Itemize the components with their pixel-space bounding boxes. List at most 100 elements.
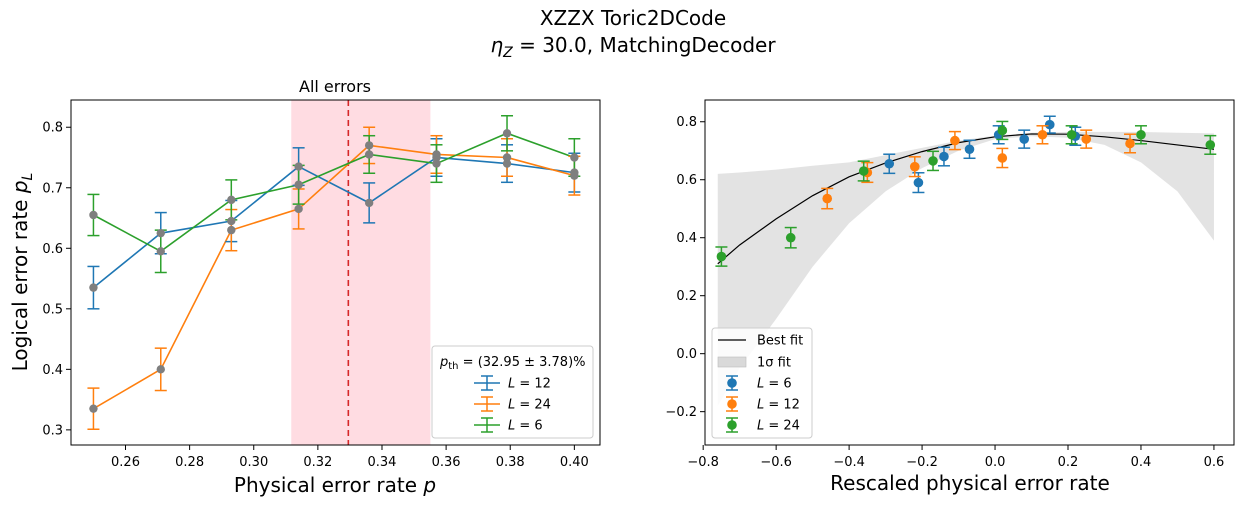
x-tick-label: 0.38 <box>496 455 525 470</box>
data-point <box>502 159 512 168</box>
data-point <box>227 225 236 235</box>
data-point <box>1044 119 1055 130</box>
legend-swatch-band <box>717 356 747 368</box>
data-point <box>364 150 374 159</box>
data-point <box>1125 138 1135 149</box>
y-tick-label: 0.8 <box>42 121 63 136</box>
data-point <box>227 195 236 205</box>
data-point <box>964 144 975 155</box>
y-tick-label: 0.7 <box>42 181 63 196</box>
x-tick-label: 0.34 <box>368 455 397 470</box>
data-point <box>89 404 98 413</box>
threshold-chart-title: All errors <box>299 77 371 96</box>
threshold-band-layer <box>291 100 431 445</box>
legend-label: L = 6 <box>508 419 543 434</box>
data-point <box>294 180 303 189</box>
y-tick-label: 0.5 <box>42 302 63 317</box>
data-point <box>858 166 869 176</box>
threshold-chart-marks <box>87 114 581 431</box>
y-tick-label: 0.4 <box>42 363 63 378</box>
legend-label: L = 12 <box>508 377 551 392</box>
x-tick-label: −0.2 <box>906 455 938 470</box>
data-point <box>1066 129 1077 140</box>
figure-title-line1: XZZX Toric2DCode <box>540 6 726 30</box>
legend-label: L = 24 <box>757 419 800 434</box>
y-tick-label: 0.8 <box>676 115 697 130</box>
data-point <box>432 150 441 159</box>
rescaled-chart-axes: −0.8 −0.6 −0.4 −0.2 0.0 0.2 0.4 0.6 −0.2 0.0 0.2 0.… <box>665 115 1224 470</box>
legend-swatch-point <box>727 378 737 388</box>
threshold-chart-ylabel: Logical error rate pL <box>8 173 36 372</box>
y-tick-label: −0.2 <box>665 405 697 420</box>
fit-confidence-band <box>717 131 1214 406</box>
rescaled-chart: −0.8 −0.6 −0.4 −0.2 0.0 0.2 0.4 0.6 −0.2 0.0 0.2 0.… <box>665 99 1235 495</box>
data-point <box>1037 129 1048 140</box>
data-point <box>502 153 512 162</box>
threshold-chart-frame <box>70 99 601 446</box>
legend-title: pth = (32.95 ± 3.78)% <box>439 355 586 372</box>
y-tick-label: 0.0 <box>676 347 697 362</box>
x-tick-label: 0.28 <box>175 455 204 470</box>
threshold-uncertainty-band <box>291 100 431 445</box>
x-tick-label: −0.6 <box>760 455 792 470</box>
data-point <box>570 171 579 180</box>
data-point <box>89 210 98 220</box>
x-tick-label: 0.4 <box>1131 455 1152 470</box>
x-tick-label: 0.36 <box>432 455 461 470</box>
x-tick-label: 0.32 <box>303 455 332 470</box>
legend-label: 1σ fit <box>757 356 791 371</box>
x-tick-label: 0.40 <box>560 455 589 470</box>
legend-label: L = 24 <box>508 398 551 413</box>
figure-title-line2: ηZ = 30.0, MatchingDecoder <box>490 33 776 61</box>
rescaled-chart-marks <box>715 115 1217 267</box>
x-tick-label: 0.6 <box>1204 455 1225 470</box>
data-point <box>156 365 165 374</box>
fit-band-layer <box>717 131 1214 406</box>
data-point <box>950 135 960 146</box>
data-point <box>294 204 303 214</box>
legend-swatch-point <box>727 399 737 409</box>
data-point <box>156 247 165 256</box>
legend-label: Best fit <box>757 334 803 349</box>
x-tick-label: 0.0 <box>985 455 1006 470</box>
data-point <box>502 129 512 138</box>
data-point <box>294 162 303 171</box>
data-point <box>822 193 833 204</box>
data-point <box>913 177 924 188</box>
y-tick-label: 0.2 <box>676 289 697 304</box>
data-point <box>939 151 949 162</box>
legend-label: L = 6 <box>757 377 792 392</box>
data-point <box>928 156 938 166</box>
x-tick-label: 0.26 <box>111 455 140 470</box>
data-point <box>884 158 895 169</box>
data-point <box>432 159 441 168</box>
x-tick-label: −0.8 <box>687 455 719 470</box>
data-point <box>570 153 579 162</box>
threshold-chart: 0.26 0.28 0.30 0.32 0.34 0.36 0.38 0.40 0.3 0.4 0.… <box>8 77 601 497</box>
data-point <box>227 216 236 226</box>
threshold-chart-xlabel: Physical error rate p <box>234 473 436 497</box>
data-point <box>1081 134 1092 144</box>
data-point <box>156 228 165 238</box>
data-point <box>909 161 920 172</box>
y-tick-label: 0.4 <box>676 231 697 246</box>
data-point <box>364 141 374 150</box>
data-point <box>364 198 374 208</box>
series-line <box>93 132 575 253</box>
data-point <box>1205 140 1216 150</box>
x-tick-label: 0.2 <box>1058 455 1079 470</box>
data-point <box>997 153 1008 163</box>
data-point <box>997 125 1008 136</box>
data-point <box>1019 134 1030 144</box>
threshold-chart-legend: pth = (32.95 ± 3.78)% L = 12 L = 24 L = 6 <box>431 345 594 439</box>
data-point <box>785 232 796 243</box>
x-tick-label: −0.4 <box>833 455 865 470</box>
rescaled-chart-frame <box>704 99 1235 446</box>
rescaled-chart-legend: Best fit 1σ fit L = 6 L = 12 L = 24 <box>711 327 813 439</box>
y-tick-label: 0.6 <box>676 173 697 188</box>
data-point <box>89 283 98 292</box>
rescaled-chart-xlabel: Rescaled physical error rate <box>830 471 1110 495</box>
x-tick-label: 0.30 <box>239 455 268 470</box>
threshold-chart-axes: 0.26 0.28 0.30 0.32 0.34 0.36 0.38 0.40 0.3 0.4 0.… <box>42 121 589 470</box>
